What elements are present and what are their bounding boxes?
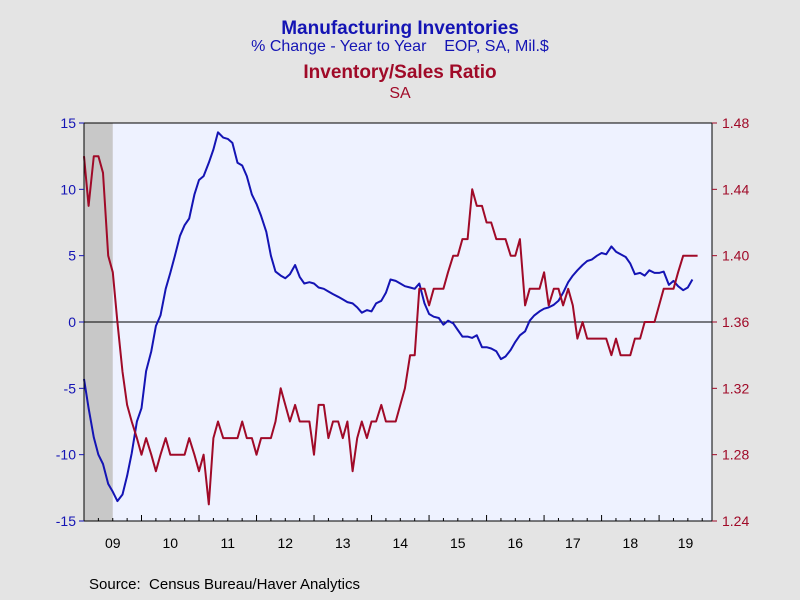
left-axis-tick-label: -5	[64, 380, 77, 396]
x-axis-tick-label: 12	[277, 535, 293, 551]
x-axis-tick-label: 19	[678, 535, 694, 551]
right-axis-tick-label: 1.36	[722, 314, 749, 330]
left-axis-tick-label: 10	[60, 181, 76, 197]
x-axis-tick-label: 16	[508, 535, 524, 551]
x-axis-tick-label: 10	[162, 535, 178, 551]
x-axis-tick-label: 09	[105, 535, 121, 551]
series-line-inventories	[83, 131, 694, 503]
x-axis-tick-label: 18	[623, 535, 639, 551]
series-line-ratio	[83, 155, 698, 506]
left-axis-tick-label: -15	[56, 513, 76, 529]
left-axis-tick-label: 0	[68, 314, 76, 330]
chart-subtitle-secondary: SA	[389, 85, 411, 102]
x-axis-tick-label: 17	[565, 535, 581, 551]
x-axis-tick-label: 13	[335, 535, 351, 551]
x-axis-tick-label: 15	[450, 535, 466, 551]
right-axis-tick-label: 1.28	[722, 447, 749, 463]
left-axis-tick-label: 5	[68, 248, 76, 264]
right-axis-tick-label: 1.48	[722, 115, 749, 131]
chart-title-secondary: Inventory/Sales Ratio	[303, 62, 497, 83]
source-note: Source: Census Bureau/Haver Analytics	[89, 576, 360, 593]
chart-subtitle: % Change - Year to Year EOP, SA, Mil.$	[251, 38, 549, 55]
right-axis-tick-label: 1.24	[722, 513, 749, 529]
left-axis-tick-label: 15	[60, 115, 76, 131]
x-axis-tick-label: 14	[393, 535, 409, 551]
chart-title: Manufacturing Inventories	[281, 18, 519, 39]
x-axis-tick-label: 11	[220, 535, 235, 551]
right-axis-tick-label: 1.44	[722, 181, 749, 197]
right-axis-tick-label: 1.40	[722, 248, 749, 264]
right-axis-tick-label: 1.32	[722, 380, 749, 396]
left-axis-tick-label: -10	[56, 447, 76, 463]
